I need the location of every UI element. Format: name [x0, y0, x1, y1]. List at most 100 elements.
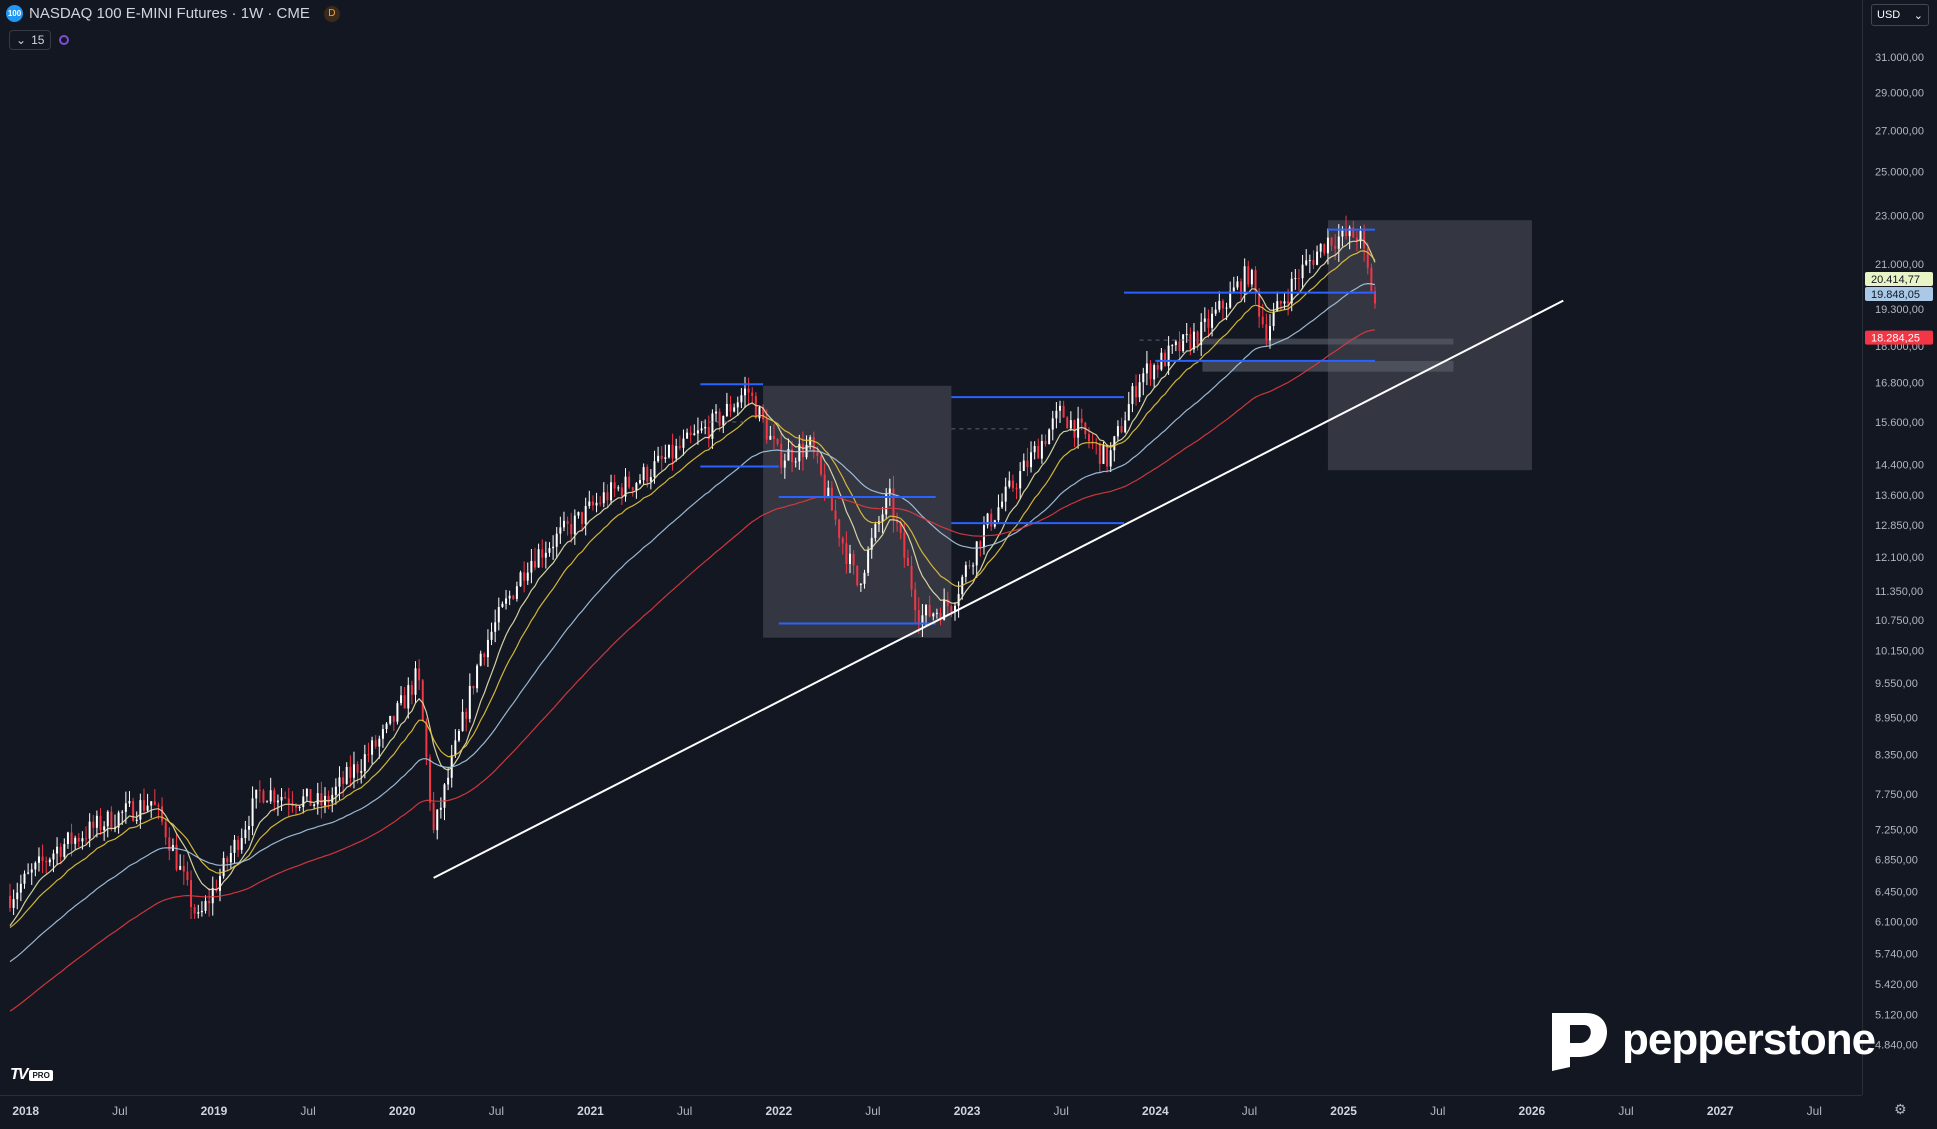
candle-body: [820, 456, 823, 475]
candle-body: [1138, 382, 1141, 398]
indicators-toggle-button[interactable]: ⌄ 15: [9, 30, 52, 50]
candle-body: [1330, 237, 1333, 246]
candle-body: [816, 452, 819, 457]
candle-body: [396, 703, 399, 722]
candle-body: [657, 455, 660, 462]
candle-body: [1207, 318, 1210, 328]
candle-body: [193, 907, 196, 914]
candle-body: [1008, 480, 1011, 487]
candle-body: [168, 837, 171, 851]
candle-body: [577, 512, 580, 516]
range-zone: [1202, 360, 1454, 372]
candle-body: [363, 754, 366, 772]
trendline: [433, 299, 1564, 879]
chart-canvas[interactable]: [0, 0, 1862, 1095]
candle-body: [429, 757, 431, 803]
candle-body: [1185, 334, 1188, 336]
candle-body: [1120, 426, 1123, 433]
candle-body: [1258, 291, 1261, 317]
symbol-title[interactable]: NASDAQ 100 E-MINI Futures · 1W · CME: [29, 5, 310, 22]
candle-body: [772, 435, 775, 440]
candle-body: [392, 715, 395, 722]
candle-body: [1319, 243, 1322, 252]
candle-body: [103, 826, 106, 831]
currency-select[interactable]: USD ⌄: [1871, 4, 1929, 26]
candle-body: [852, 553, 855, 566]
candle-body: [1156, 365, 1159, 370]
price-tick-label: 6.100,00: [1875, 916, 1918, 928]
candle-body: [302, 796, 305, 808]
data-delay-badge[interactable]: D: [323, 5, 340, 22]
candle-body: [620, 487, 623, 497]
candle-body: [754, 395, 757, 419]
candle-body: [606, 492, 609, 501]
settings-gear-icon[interactable]: ⚙: [1894, 1101, 1907, 1117]
candle-body: [1312, 260, 1315, 265]
candle-body: [979, 541, 982, 547]
price-tick-label: 5.740,00: [1875, 949, 1918, 961]
candle-body: [1113, 436, 1116, 451]
candle-body: [906, 557, 909, 566]
candle-body: [559, 527, 562, 534]
candle-body: [497, 607, 500, 623]
moving-average-ema_slow: [9, 282, 1376, 963]
candle-body: [95, 815, 98, 828]
candle-body: [1345, 228, 1348, 237]
candle-body: [142, 800, 145, 811]
candle-body: [182, 866, 185, 872]
candle-body: [653, 461, 656, 478]
candle-body: [186, 871, 189, 881]
candle-body: [780, 443, 783, 468]
price-tick-label: 12.850,00: [1875, 520, 1924, 532]
candle-body: [827, 487, 830, 497]
candle-body: [1048, 429, 1051, 445]
candle-body: [544, 552, 547, 558]
price-axis[interactable]: 31.000,00 29.000,00 27.000,00 25.000,00 23.0…: [1862, 0, 1937, 1095]
price-tick-label: 5.120,00: [1875, 1009, 1918, 1021]
candle-body: [425, 721, 428, 758]
chevron-down-icon: ⌄: [16, 33, 27, 47]
candle-body: [1279, 301, 1282, 304]
candle-body: [1109, 450, 1112, 467]
price-tick-label: 25.000,00: [1875, 166, 1924, 178]
candle-body: [179, 866, 182, 870]
time-tick-label: Jul: [1242, 1104, 1257, 1118]
candle-body: [1261, 316, 1264, 325]
candle-body: [85, 838, 88, 840]
symbol-logo[interactable]: 100: [6, 5, 23, 22]
candle-body: [1214, 309, 1217, 314]
candle-body: [338, 777, 341, 787]
candle-body: [1174, 341, 1177, 346]
time-tick-label: 2023: [954, 1104, 981, 1118]
time-tick-label: Jul: [300, 1104, 315, 1118]
time-axis[interactable]: 2018 Jul 2019 Jul 2020 Jul 2021 Jul 2022 Jul 2023 J…: [0, 1095, 1862, 1124]
candle-body: [190, 880, 193, 908]
candle-body: [675, 445, 678, 459]
price-tick-label: 16.800,00: [1875, 378, 1924, 390]
candle-body: [946, 599, 949, 607]
candle-body: [316, 793, 319, 805]
candle-body: [566, 520, 569, 524]
candle-body: [135, 819, 138, 821]
candle-body: [334, 786, 337, 795]
candle-body: [34, 862, 37, 870]
candle-body: [12, 899, 15, 908]
candle-body: [1091, 441, 1094, 443]
candle-body: [584, 505, 587, 524]
chart-pane[interactable]: [0, 0, 1862, 1095]
indicators-count: 15: [31, 33, 45, 47]
candle-body: [722, 416, 725, 426]
range-zone: [763, 385, 952, 638]
candle-body: [874, 524, 877, 538]
candle-body: [526, 572, 529, 581]
candle-body: [769, 435, 772, 440]
candle-body: [1240, 281, 1243, 294]
candle-body: [845, 543, 848, 565]
time-tick-label: 2025: [1330, 1104, 1357, 1118]
candle-body: [19, 883, 22, 893]
candle-body: [968, 565, 971, 567]
candle-body: [1366, 248, 1369, 268]
candle-body: [787, 448, 790, 461]
candle-body: [899, 522, 902, 533]
price-badge: [1865, 272, 1933, 287]
